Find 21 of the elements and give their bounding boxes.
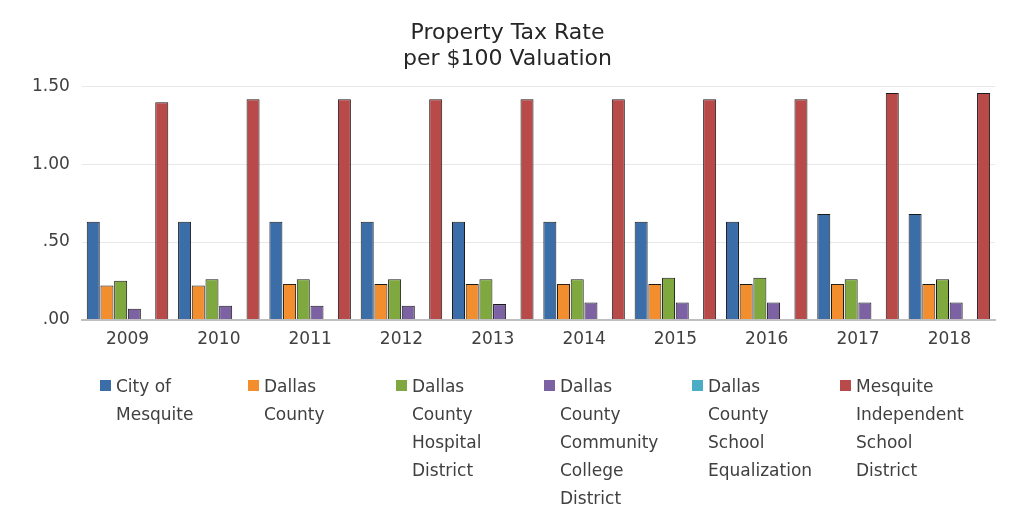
y-tick-label: 1.50	[31, 75, 70, 96]
legend-label: Dallas County Community College District	[560, 375, 660, 510]
x-tick-label: 2015	[653, 328, 698, 349]
x-tick-label: 2016	[745, 328, 789, 349]
x-tick-label: 2009	[105, 328, 150, 349]
y-tick-label: 1.00	[31, 152, 70, 173]
y-tick-label: .50	[42, 230, 70, 251]
x-tick-label: 2012	[379, 328, 424, 349]
x-tick-label: 2011	[288, 328, 332, 349]
x-tick-label: 2010	[197, 328, 241, 349]
y-tick-label: .00	[42, 308, 70, 329]
legend-label: City of Mesquite	[116, 375, 195, 426]
x-tick-label: 2013	[471, 328, 515, 349]
legend-label: Dallas County Hospital District	[412, 375, 483, 482]
x-tick-label: 2014	[562, 328, 606, 349]
legend-label: Dallas County	[264, 375, 326, 426]
legend-label: Mesquite Independent School District	[856, 375, 965, 482]
legend-label: Dallas County School Equalization	[708, 375, 814, 482]
x-tick-label: 2018	[927, 328, 971, 349]
chart-title: Property Tax Rate per $100 Valuation	[402, 18, 613, 71]
x-tick-label: 2017	[836, 328, 880, 349]
